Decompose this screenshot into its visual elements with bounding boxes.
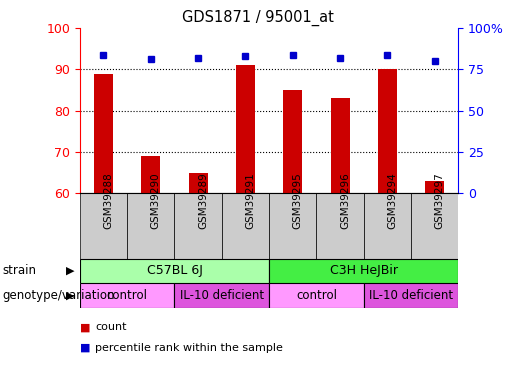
- Bar: [236, 65, 255, 193]
- Text: GSM39290: GSM39290: [151, 172, 161, 229]
- Text: GDS1871 / 95001_at: GDS1871 / 95001_at: [182, 9, 333, 26]
- Bar: [411, 193, 458, 259]
- Bar: [316, 193, 364, 259]
- Text: control: control: [107, 289, 148, 302]
- Bar: [378, 69, 397, 193]
- Bar: [425, 181, 444, 193]
- Text: ▶: ▶: [66, 266, 75, 276]
- Text: C57BL 6J: C57BL 6J: [147, 264, 202, 278]
- Text: GSM39288: GSM39288: [104, 172, 113, 230]
- Bar: [364, 283, 458, 308]
- Text: ▶: ▶: [66, 290, 75, 300]
- Bar: [188, 172, 208, 193]
- Bar: [283, 90, 302, 193]
- Text: C3H HeJBir: C3H HeJBir: [330, 264, 398, 278]
- Bar: [222, 193, 269, 259]
- Text: ■: ■: [80, 343, 90, 353]
- Bar: [175, 283, 269, 308]
- Text: IL-10 deficient: IL-10 deficient: [369, 289, 453, 302]
- Text: count: count: [95, 322, 127, 333]
- Bar: [364, 193, 411, 259]
- Text: GSM39296: GSM39296: [340, 172, 350, 230]
- Bar: [80, 283, 175, 308]
- Text: control: control: [296, 289, 337, 302]
- Text: ■: ■: [80, 322, 90, 333]
- Bar: [269, 193, 316, 259]
- Text: GSM39291: GSM39291: [246, 172, 255, 230]
- Bar: [80, 259, 269, 283]
- Text: GSM39297: GSM39297: [435, 172, 444, 230]
- Text: genotype/variation: genotype/variation: [3, 289, 115, 302]
- Bar: [269, 259, 458, 283]
- Text: strain: strain: [3, 264, 37, 278]
- Text: GSM39295: GSM39295: [293, 172, 303, 230]
- Bar: [331, 98, 350, 193]
- Text: GSM39289: GSM39289: [198, 172, 208, 230]
- Bar: [94, 74, 113, 193]
- Bar: [269, 283, 364, 308]
- Bar: [80, 193, 127, 259]
- Text: IL-10 deficient: IL-10 deficient: [180, 289, 264, 302]
- Text: GSM39294: GSM39294: [387, 172, 398, 230]
- Bar: [141, 156, 160, 193]
- Text: percentile rank within the sample: percentile rank within the sample: [95, 343, 283, 353]
- Bar: [175, 193, 222, 259]
- Bar: [127, 193, 175, 259]
